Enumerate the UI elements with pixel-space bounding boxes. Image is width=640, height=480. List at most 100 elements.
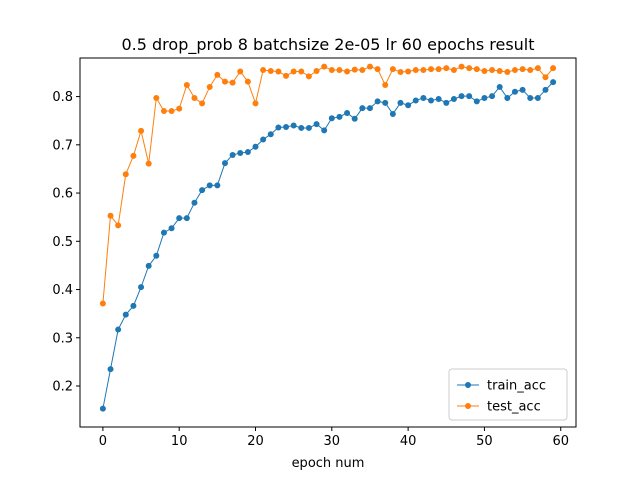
legend-marker — [465, 382, 471, 388]
data-point — [473, 66, 480, 73]
data-point — [275, 124, 282, 131]
data-point — [199, 100, 206, 107]
data-point — [473, 98, 480, 105]
data-point — [237, 68, 244, 75]
data-point — [138, 284, 145, 291]
data-point — [397, 99, 404, 106]
data-point — [366, 63, 373, 70]
data-point — [168, 108, 175, 115]
x-tick-label: 0 — [99, 434, 107, 449]
data-point — [458, 63, 465, 70]
data-point — [374, 66, 381, 73]
data-point — [412, 67, 419, 74]
data-point — [115, 326, 122, 333]
data-point — [176, 105, 183, 112]
data-point — [260, 67, 267, 74]
data-point — [321, 127, 328, 134]
data-point — [176, 215, 183, 222]
data-point — [183, 215, 190, 222]
data-point — [206, 182, 213, 189]
data-point — [336, 113, 343, 120]
data-point — [511, 88, 518, 95]
data-point — [412, 97, 419, 104]
legend-label: train_acc — [487, 379, 546, 394]
data-point — [359, 105, 366, 112]
data-point — [389, 110, 396, 117]
legend: train_acc test_acc — [448, 368, 568, 421]
data-point — [160, 229, 167, 236]
data-point — [229, 79, 236, 86]
data-point — [145, 160, 152, 167]
data-point — [542, 86, 549, 93]
x-axis: 0 10 20 30 40 50 60 — [99, 427, 569, 449]
data-point — [397, 68, 404, 75]
data-point — [527, 95, 534, 102]
data-point — [191, 199, 198, 206]
x-axis-label: epoch num — [292, 456, 365, 471]
data-point — [450, 67, 457, 74]
x-tick-label: 50 — [476, 434, 493, 449]
data-point — [107, 366, 114, 373]
data-point — [122, 311, 129, 318]
data-point — [496, 83, 503, 90]
data-point — [229, 151, 236, 158]
data-point — [466, 93, 473, 100]
x-tick-label: 60 — [552, 434, 569, 449]
data-point — [420, 95, 427, 102]
data-point — [298, 124, 305, 131]
data-point — [260, 136, 267, 143]
data-point — [252, 100, 259, 107]
data-point — [542, 74, 549, 81]
data-point — [527, 67, 534, 74]
data-point — [504, 68, 511, 75]
data-point — [489, 67, 496, 74]
y-tick-label: 0.2 — [52, 380, 73, 395]
data-point — [122, 171, 129, 178]
data-point — [351, 66, 358, 73]
data-point — [443, 65, 450, 72]
data-point — [405, 102, 412, 109]
data-point — [214, 182, 221, 189]
data-point — [550, 79, 557, 86]
data-point — [199, 187, 206, 194]
data-point — [153, 95, 160, 102]
data-point — [244, 149, 251, 156]
data-point — [489, 93, 496, 100]
data-point — [443, 99, 450, 106]
data-point — [267, 131, 274, 138]
data-point — [328, 67, 335, 74]
x-tick-label: 40 — [400, 434, 417, 449]
data-point — [244, 78, 251, 85]
data-point — [145, 262, 152, 269]
data-point — [458, 93, 465, 100]
data-point — [107, 212, 114, 219]
data-point — [382, 99, 389, 106]
data-point — [359, 67, 366, 74]
data-point — [168, 225, 175, 232]
data-point — [160, 108, 167, 115]
legend-label: test_acc — [487, 400, 541, 415]
data-point — [221, 78, 228, 85]
y-axis: 0.2 0.3 0.4 0.5 0.6 0.7 0.8 — [52, 90, 80, 395]
data-point — [99, 300, 106, 307]
data-point — [313, 68, 320, 75]
y-tick-label: 0.8 — [52, 90, 73, 105]
plot-area — [99, 63, 557, 412]
data-point — [305, 124, 312, 131]
data-point — [138, 127, 145, 134]
data-point — [405, 68, 412, 75]
data-point — [511, 67, 518, 74]
data-point — [115, 222, 122, 229]
data-point — [283, 123, 290, 130]
x-tick-label: 10 — [171, 434, 188, 449]
data-point — [183, 82, 190, 89]
data-point — [481, 95, 488, 102]
data-point — [481, 68, 488, 75]
data-point — [290, 68, 297, 75]
y-tick-label: 0.5 — [52, 235, 73, 250]
data-point — [313, 121, 320, 128]
data-point — [519, 86, 526, 93]
data-point — [374, 98, 381, 105]
x-tick-label: 30 — [324, 434, 341, 449]
